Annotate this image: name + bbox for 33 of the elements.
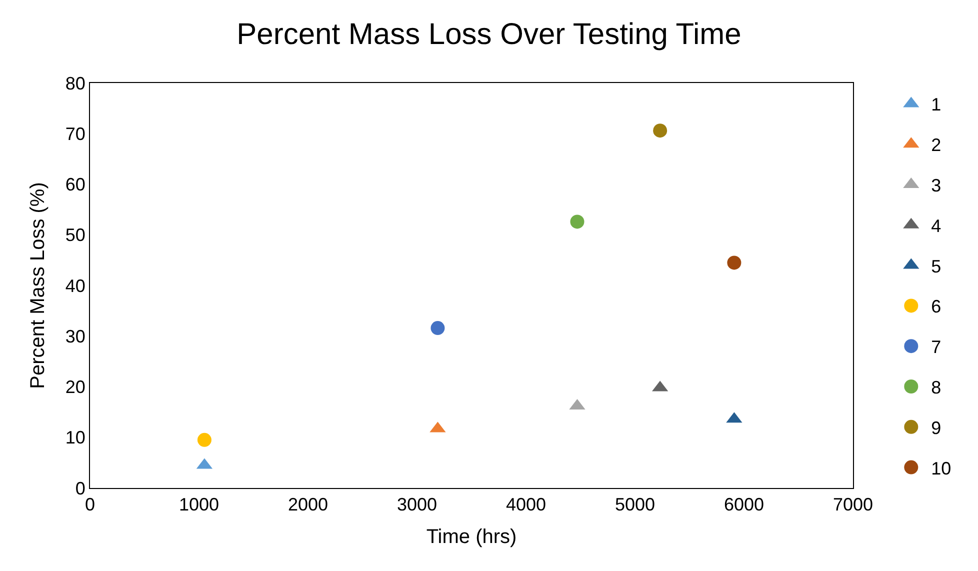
x-tick-label: 1000 [178,494,220,515]
y-tick-label: 40 [65,276,86,296]
legend-label: 3 [931,176,942,196]
point [570,214,584,229]
x-tick-label: 7000 [832,494,874,515]
legend-label: 7 [931,337,942,358]
x-tick-label: 2000 [288,494,328,515]
y-tick-label: 80 [65,73,86,94]
y-tick-label: 50 [65,225,86,246]
y-tick-label: 20 [65,377,86,398]
point [727,256,742,270]
legend-label: 1 [931,94,942,115]
y-axis-title: Percent Mass Loss (%) [26,182,49,389]
legend-label: 2 [931,135,942,156]
x-tick-label: 6000 [724,494,764,515]
y-tick-label: 70 [65,124,86,144]
y-tick-label: 60 [65,174,86,195]
x-tick-label: 5000 [614,494,656,515]
x-tick-label: 3000 [396,494,438,515]
legend-label: 6 [931,296,942,317]
point [430,321,445,336]
x-tick-label: 4000 [506,494,546,515]
x-axis-title: Time (hrs) [426,526,517,548]
chart-title: Percent Mass Loss Over Testing Time [236,18,742,51]
legend-label: 10 [931,458,952,478]
y-tick-label: 30 [65,326,86,346]
legend-label: 4 [931,216,942,236]
y-tick-label: 0 [75,478,86,498]
legend-label: 8 [931,378,942,398]
y-tick-label: 10 [65,428,86,448]
point [653,124,668,138]
legend-label: 5 [931,256,942,276]
legend-label: 9 [931,418,942,438]
